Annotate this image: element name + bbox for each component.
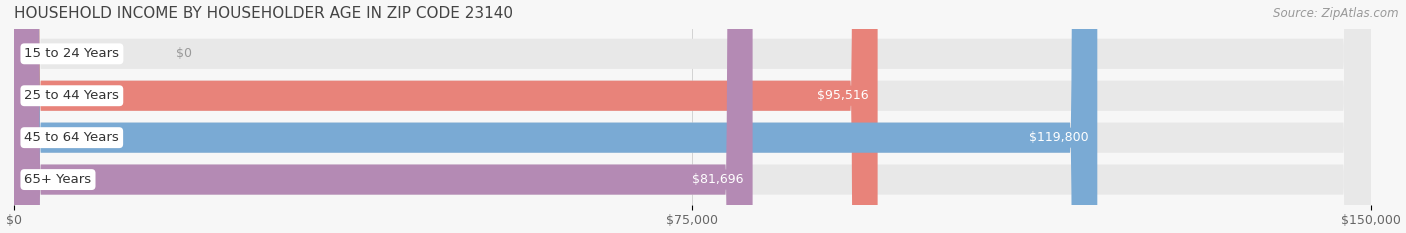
FancyBboxPatch shape bbox=[14, 0, 752, 233]
Text: $81,696: $81,696 bbox=[692, 173, 744, 186]
Text: Source: ZipAtlas.com: Source: ZipAtlas.com bbox=[1274, 7, 1399, 20]
Text: $119,800: $119,800 bbox=[1029, 131, 1088, 144]
Text: 65+ Years: 65+ Years bbox=[24, 173, 91, 186]
FancyBboxPatch shape bbox=[14, 0, 1371, 233]
FancyBboxPatch shape bbox=[14, 0, 1371, 233]
Text: 45 to 64 Years: 45 to 64 Years bbox=[24, 131, 120, 144]
FancyBboxPatch shape bbox=[14, 0, 1371, 233]
Text: 25 to 44 Years: 25 to 44 Years bbox=[24, 89, 120, 102]
FancyBboxPatch shape bbox=[14, 0, 1097, 233]
Text: 15 to 24 Years: 15 to 24 Years bbox=[24, 47, 120, 60]
Text: $0: $0 bbox=[176, 47, 193, 60]
FancyBboxPatch shape bbox=[14, 0, 1371, 233]
FancyBboxPatch shape bbox=[14, 0, 877, 233]
Text: $95,516: $95,516 bbox=[817, 89, 869, 102]
Text: HOUSEHOLD INCOME BY HOUSEHOLDER AGE IN ZIP CODE 23140: HOUSEHOLD INCOME BY HOUSEHOLDER AGE IN Z… bbox=[14, 6, 513, 21]
